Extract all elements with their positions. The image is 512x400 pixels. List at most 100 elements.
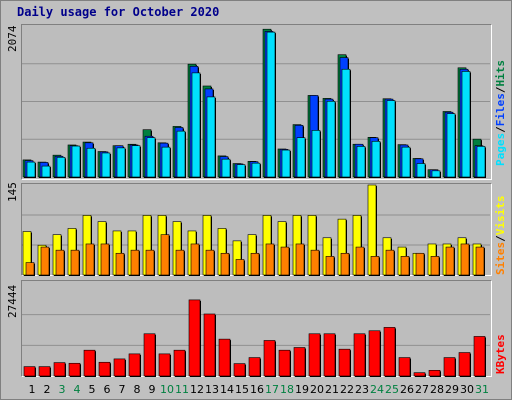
visits-sites-sites-bar-day-28 [430, 256, 440, 276]
visits-sites-sites-bar-day-16 [250, 252, 260, 276]
x-tick-label-13: 13 [205, 383, 219, 396]
x-tick-label-10: 10 [160, 383, 174, 396]
visits-sites-sites-bar-day-26 [400, 256, 410, 276]
x-tick-label-17: 17 [265, 383, 279, 396]
x-tick-label-5: 5 [89, 383, 96, 396]
x-tick-label-15: 15 [235, 383, 249, 396]
x-tick-label-4: 4 [74, 383, 81, 396]
kbytes-kbytes-bar-day-21 [323, 333, 336, 377]
x-tick-label-31: 31 [475, 383, 489, 396]
visits-sites-sites-bar-day-21 [325, 256, 335, 276]
kbytes-kbytes-bar-day-19 [293, 347, 306, 377]
x-tick-label-2: 2 [44, 383, 51, 396]
kbytes-kbytes-bar-day-24 [368, 330, 381, 377]
kbytes-kbytes-bar-day-2 [38, 366, 51, 377]
kbytes-kbytes-bar-day-30 [458, 352, 471, 377]
visits-sites-sites-bar-day-6 [100, 243, 110, 276]
visits-sites-sites-bar-day-19 [295, 243, 305, 276]
kbytes-kbytes-bar-day-31 [473, 336, 486, 377]
kbytes-kbytes-bar-day-13 [203, 313, 216, 377]
x-tick-label-6: 6 [104, 383, 111, 396]
visits-sites-sites-bar-day-18 [280, 246, 290, 276]
visits-sites-sites-bar-day-17 [265, 243, 275, 276]
kbytes-kbytes-bar-day-27 [413, 372, 426, 377]
hits-files-pages-pages-bar-day-17 [266, 31, 276, 178]
kbytes-kbytes-bar-day-6 [98, 361, 111, 377]
x-tick-label-18: 18 [280, 383, 294, 396]
visits-sites-sites-bar-day-29 [445, 246, 455, 276]
visits-sites-sites-bar-day-22 [340, 252, 350, 276]
hits-files-pages-pages-bar-day-7 [116, 147, 126, 178]
hits-files-pages-pages-bar-day-26 [401, 146, 411, 178]
chart-title: Daily usage for October 2020 [17, 5, 220, 19]
visits-sites-sites-bar-day-4 [70, 249, 80, 276]
x-tick-label-9: 9 [149, 383, 156, 396]
kbytes-kbytes-bar-day-29 [443, 357, 456, 377]
hits-files-pages-pages-bar-day-15 [236, 164, 246, 178]
x-tick-label-7: 7 [119, 383, 126, 396]
visits-sites-sites-bar-day-24 [370, 256, 380, 276]
kbytes-kbytes-bar-day-18 [278, 349, 291, 377]
kbytes-kbytes-bar-day-14 [218, 338, 231, 377]
kbytes-kbytes-bar-day-16 [248, 357, 261, 377]
hits-files-pages-pages-bar-day-28 [431, 170, 441, 178]
kbytes-kbytes-bar-day-3 [53, 362, 66, 377]
hits-files-pages-pages-bar-day-25 [386, 100, 396, 178]
hits-files-pages-pages-bar-day-2 [41, 165, 51, 178]
hits-files-pages-pages-bar-day-14 [221, 158, 231, 178]
x-tick-label-25: 25 [385, 383, 399, 396]
hits-files-pages-pages-bar-day-12 [191, 72, 201, 178]
x-tick-label-3: 3 [59, 383, 66, 396]
hits-files-pages-pages-bar-day-20 [311, 130, 321, 178]
visits-sites-sites-bar-day-20 [310, 249, 320, 276]
x-tick-label-16: 16 [250, 383, 264, 396]
visits-sites-sites-bar-day-13 [205, 249, 215, 276]
hits-files-pages-pages-bar-day-19 [296, 137, 306, 178]
kbytes-kbytes-bar-day-10 [158, 353, 171, 377]
hits-files-pages-pages-bar-day-11 [176, 130, 186, 178]
x-tick-label-21: 21 [325, 383, 339, 396]
x-tick-label-14: 14 [220, 383, 234, 396]
x-tick-label-12: 12 [190, 383, 204, 396]
hits-files-pages-pages-bar-day-30 [461, 71, 471, 178]
visits-sites-sites-bar-day-9 [145, 249, 155, 276]
kbytes-kbytes-bar-day-9 [143, 333, 156, 377]
visits-sites-sites-bar-day-25 [385, 249, 395, 276]
visits-sites-sites-bar-day-15 [235, 259, 245, 276]
kbytes-kbytes-bar-day-8 [128, 353, 141, 377]
visits-sites-sites-bar-day-10 [160, 234, 170, 276]
visits-sites-sites-bar-day-2 [40, 246, 50, 276]
visits-sites-sites-bar-day-1 [25, 262, 35, 276]
hits-files-pages-pages-bar-day-6 [101, 152, 111, 178]
visits-sites-sites-bar-day-11 [175, 249, 185, 276]
hits-files-pages-pages-bar-day-29 [446, 113, 456, 178]
kbytes-kbytes-bar-day-17 [263, 340, 276, 377]
hits-files-pages-pages-bar-day-5 [86, 147, 96, 178]
hits-files-pages-pages-bar-day-9 [146, 137, 156, 178]
hits-files-pages-pages-bar-day-31 [476, 146, 486, 178]
x-tick-label-28: 28 [430, 383, 444, 396]
hits-files-pages-pages-bar-day-22 [341, 68, 351, 178]
x-tick-label-29: 29 [445, 383, 459, 396]
hits-files-pages-pages-bar-day-24 [371, 141, 381, 178]
kbytes-kbytes-bar-day-11 [173, 349, 186, 377]
hits-files-pages-pages-bar-day-3 [56, 157, 66, 178]
kbytes-kbytes-bar-day-12 [188, 299, 201, 377]
x-tick-label-20: 20 [310, 383, 324, 396]
visits-sites-sites-bar-day-5 [85, 243, 95, 276]
x-tick-label-8: 8 [134, 383, 141, 396]
hits-files-pages-pages-bar-day-16 [251, 162, 261, 178]
kbytes-kbytes-bar-day-7 [113, 358, 126, 377]
hits-files-pages-pages-bar-day-18 [281, 149, 291, 178]
kbytes-kbytes-bar-day-22 [338, 348, 351, 377]
kbytes-kbytes-bar-day-25 [383, 327, 396, 377]
kbytes-kbytes-bar-day-4 [68, 362, 81, 377]
x-tick-label-27: 27 [415, 383, 429, 396]
visits-sites-sites-bar-day-3 [55, 249, 65, 276]
hits-files-pages-pages-bar-day-4 [71, 145, 81, 178]
hits-files-pages-pages-bar-day-8 [131, 145, 141, 178]
hits-files-pages-pages-bar-day-23 [356, 146, 366, 178]
x-tick-label-23: 23 [355, 383, 369, 396]
hits-files-pages-pages-bar-day-13 [206, 96, 216, 178]
visits-sites-sites-bar-day-31 [475, 246, 485, 276]
